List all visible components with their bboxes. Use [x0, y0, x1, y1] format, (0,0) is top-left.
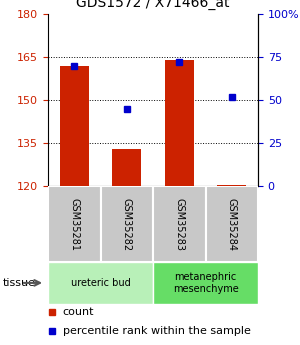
Text: GSM35284: GSM35284 [227, 198, 237, 251]
Text: GSM35282: GSM35282 [122, 198, 132, 251]
Bar [112, 149, 141, 186]
Bar [60, 66, 89, 186]
Text: percentile rank within the sample: percentile rank within the sample [63, 326, 250, 336]
Text: GSM35283: GSM35283 [174, 198, 184, 251]
Text: GSM35281: GSM35281 [69, 198, 79, 251]
Bar [206, 186, 258, 262]
Bar [100, 186, 153, 262]
Text: ureteric bud: ureteric bud [70, 278, 130, 288]
Bar [153, 186, 206, 262]
Bar [48, 262, 153, 304]
Text: count: count [63, 307, 94, 317]
Bar [48, 186, 100, 262]
Text: metanephric
mesenchyme: metanephric mesenchyme [172, 272, 239, 294]
Title: GDS1572 / X71466_at: GDS1572 / X71466_at [76, 0, 230, 10]
Text: tissue: tissue [3, 278, 36, 288]
Bar [217, 185, 246, 186]
Bar [153, 262, 258, 304]
Bar [165, 60, 194, 186]
